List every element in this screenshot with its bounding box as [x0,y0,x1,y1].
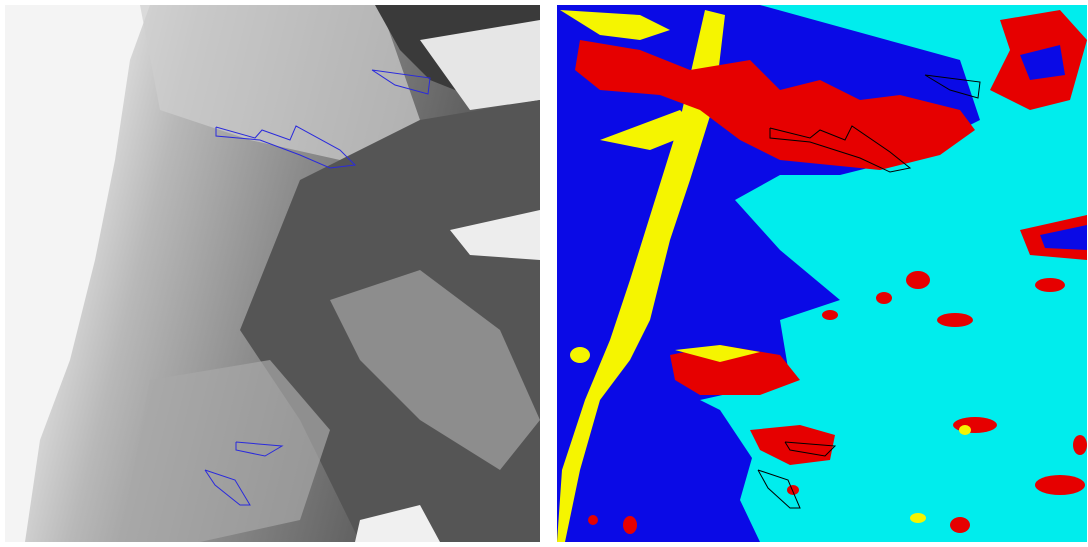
blob [1073,435,1087,455]
blob [623,516,637,534]
blob [822,310,838,320]
classification-map [557,5,1087,542]
satellite-image [5,5,540,542]
scene [0,0,1088,547]
blob [1035,475,1085,495]
blob [876,292,892,304]
blob [950,517,970,533]
blob [910,513,926,523]
blob [959,425,971,435]
page [0,0,1088,547]
blob [787,485,799,495]
blob [570,347,590,363]
blob [588,515,598,525]
blob [906,271,930,289]
blob [1035,278,1065,292]
blob [937,313,973,327]
